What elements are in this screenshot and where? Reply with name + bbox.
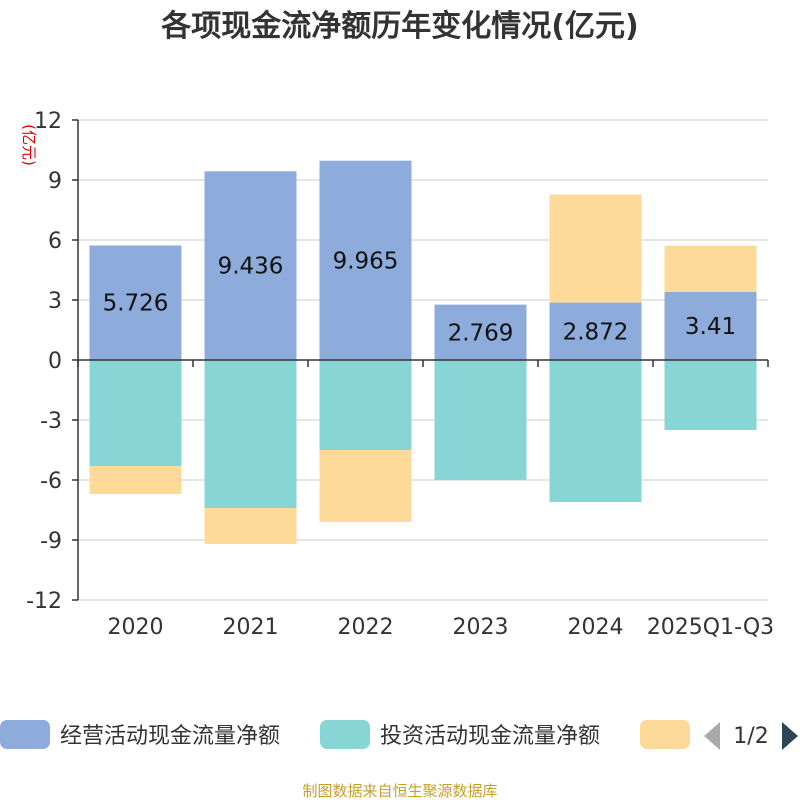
legend-swatch[interactable] xyxy=(0,720,50,749)
bar-series2-2021 xyxy=(204,508,297,544)
bar-series1-2020 xyxy=(89,360,182,466)
bar-series0-2024 xyxy=(549,302,642,360)
bar-series1-2021 xyxy=(204,360,297,508)
x-tick-label: 2021 xyxy=(223,615,279,640)
x-tick-label: 2023 xyxy=(453,615,509,640)
legend-page-indicator: 1/2 xyxy=(733,724,768,749)
bar-value-label: 9.965 xyxy=(333,248,399,274)
chart-title: 各项现金流净额历年变化情况(亿元) xyxy=(160,9,638,44)
bar-series0-2021 xyxy=(204,171,297,360)
legend-swatch[interactable] xyxy=(320,720,370,749)
bar-value-label: 5.726 xyxy=(103,291,169,317)
legend-label[interactable]: 投资活动现金流量净额 xyxy=(380,724,600,749)
bar-value-label: 9.436 xyxy=(218,254,284,280)
y-tick-label: 6 xyxy=(48,229,62,254)
bar-series0-2025Q1-Q3 xyxy=(664,291,757,360)
x-tick-label: 2024 xyxy=(568,615,624,640)
y-tick-labels: 12 9 6 3 0 -3 -6 -9 -12 xyxy=(26,109,62,614)
bar-series0-2023 xyxy=(434,304,527,360)
bar-series1-2025Q1-Q3 xyxy=(664,360,757,430)
bar-series2-2022 xyxy=(319,450,412,522)
bar-series1-2024 xyxy=(549,360,642,502)
legend-prev-page-icon[interactable] xyxy=(704,722,720,750)
x-tick-labels: 2020 2021 2022 2023 2024 2025Q1-Q3 xyxy=(108,615,775,640)
y-tick-label: 3 xyxy=(48,289,62,314)
bars xyxy=(89,160,757,544)
bar-value-label: 2.872 xyxy=(563,319,629,345)
y-tick-label: 12 xyxy=(34,109,62,134)
bar-value-labels: 5.726 9.436 9.965 2.769 2.872 3.41 xyxy=(103,248,737,346)
bar-series2-2020 xyxy=(89,466,182,494)
y-tick-label: -6 xyxy=(40,469,62,494)
bar-series2-2025Q1-Q3 xyxy=(664,245,757,292)
x-tick-label: 2020 xyxy=(108,615,164,640)
legend-next-page-icon[interactable] xyxy=(782,722,798,750)
axes xyxy=(72,119,769,601)
legend-pager: 1/2 xyxy=(704,722,798,750)
y-axis-unit: (亿元) xyxy=(20,124,38,166)
bar-series0-2022 xyxy=(319,160,412,360)
bar-value-label: 3.41 xyxy=(685,314,736,340)
y-tick-label: -12 xyxy=(26,589,62,614)
bar-series1-2022 xyxy=(319,360,412,450)
bar-series1-2023 xyxy=(434,360,527,480)
legend-swatch[interactable] xyxy=(640,720,690,749)
x-tick-label: 2025Q1-Q3 xyxy=(647,615,774,640)
bar-series0-2020 xyxy=(89,245,182,360)
bar-value-label: 2.769 xyxy=(448,320,514,346)
data-source: 制图数据来自恒生聚源数据库 xyxy=(302,782,497,800)
y-tick-label: -9 xyxy=(40,529,62,554)
y-tick-label: 9 xyxy=(48,169,62,194)
y-tick-label: 0 xyxy=(48,349,62,374)
x-tick-label: 2022 xyxy=(338,615,394,640)
y-tick-label: -3 xyxy=(40,409,62,434)
legend-label[interactable]: 经营活动现金流量净额 xyxy=(60,724,280,749)
legend: 经营活动现金流量净额 投资活动现金流量净额 xyxy=(0,720,690,749)
bar-series2-2024 xyxy=(549,194,642,303)
